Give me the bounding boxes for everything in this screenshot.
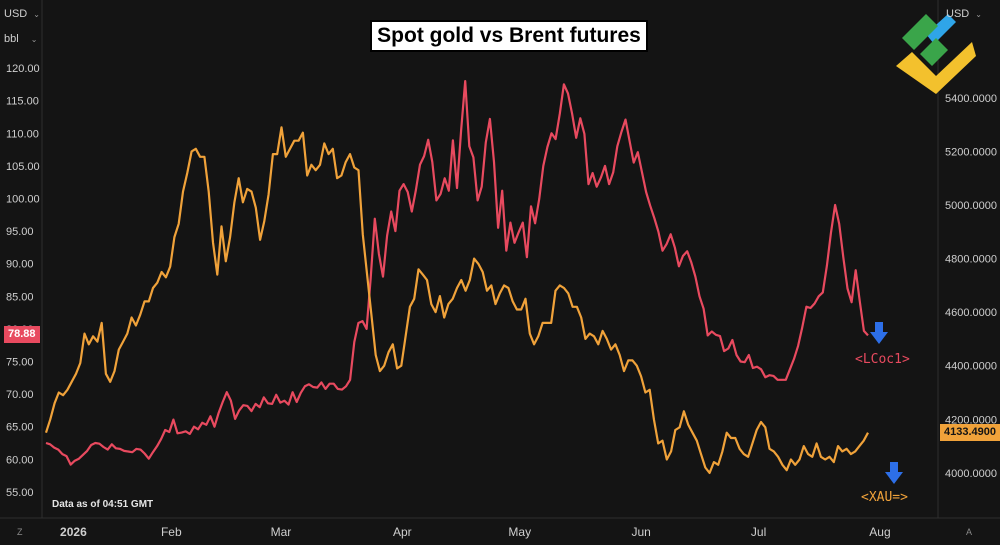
right-tick-label: 5000.0000 — [945, 200, 997, 212]
left-tick-label: 85.00 — [6, 291, 34, 303]
right-tick-label: 4400.0000 — [945, 361, 997, 373]
chevron-down-icon: ⌄ — [975, 10, 982, 19]
x-axis-ticks: 2026 Feb Mar Apr May Jun Jul Aug — [60, 525, 891, 539]
x-tick-label: Jun — [631, 525, 650, 539]
left-tick-label: 105.00 — [6, 161, 40, 173]
x-tick-label: Mar — [271, 525, 292, 539]
x-tick-label: Apr — [393, 525, 412, 539]
left-tick-label: 100.00 — [6, 193, 40, 205]
left-unit-label: bbl — [4, 33, 19, 45]
zoom-reset-button[interactable]: Z — [17, 527, 23, 537]
left-unit-selector[interactable]: bbl ⌄ — [4, 33, 37, 45]
chart-title: Spot gold vs Brent futures — [370, 20, 648, 52]
brand-logo-icon — [896, 14, 976, 94]
gold-last-price-tag: 4133.4900 — [940, 423, 1000, 441]
left-tick-label: 75.00 — [6, 357, 34, 369]
right-currency-selector[interactable]: USD ⌄ — [946, 8, 982, 20]
brent-series-line — [45, 79, 869, 466]
right-tick-label: 5200.0000 — [945, 146, 997, 158]
left-tick-label: 70.00 — [6, 389, 34, 401]
left-tick-label: 55.00 — [6, 487, 34, 499]
chevron-down-icon: ⌄ — [33, 10, 40, 19]
right-currency-label: USD — [946, 8, 970, 20]
brent-last-price-tag: 78.88 — [4, 326, 40, 344]
right-tick-label: 4800.0000 — [945, 254, 997, 266]
left-currency-label: USD — [4, 8, 28, 20]
x-tick-label: Feb — [161, 525, 182, 539]
gold-series-label: <XAU=> — [861, 490, 908, 505]
left-tick-label: 60.00 — [6, 454, 34, 466]
arrow-down-icon — [870, 322, 888, 344]
right-tick-label: 4000.0000 — [945, 468, 997, 480]
right-tick-label: 4600.0000 — [945, 307, 997, 319]
left-tick-label: 95.00 — [6, 226, 34, 238]
data-timestamp-note: Data as of 04:51 GMT — [52, 499, 154, 510]
auto-scale-button[interactable]: A — [966, 527, 973, 537]
x-tick-label: Aug — [869, 525, 890, 539]
left-currency-selector[interactable]: USD ⌄ — [4, 8, 40, 20]
left-tick-label: 115.00 — [6, 96, 39, 108]
left-tick-label: 90.00 — [6, 259, 34, 271]
chevron-down-icon: ⌄ — [30, 35, 38, 44]
left-tick-label: 65.00 — [6, 422, 34, 434]
right-tick-label: 4200.0000 — [945, 414, 997, 426]
arrow-down-icon — [885, 462, 903, 484]
x-tick-label: May — [508, 525, 531, 539]
x-tick-label: Jul — [751, 525, 766, 539]
gold-series-line — [44, 126, 869, 474]
right-axis-ticks: 4000.0000 4200.0000 4400.0000 4600.0000 4800… — [945, 93, 997, 480]
series-lines — [44, 79, 869, 474]
x-tick-label: 2026 — [60, 525, 87, 539]
left-tick-label: 120.00 — [6, 63, 40, 75]
right-tick-label: 5400.0000 — [945, 93, 997, 105]
left-tick-label: 110.00 — [6, 128, 39, 140]
brent-series-label: <LCoc1> — [855, 352, 910, 367]
